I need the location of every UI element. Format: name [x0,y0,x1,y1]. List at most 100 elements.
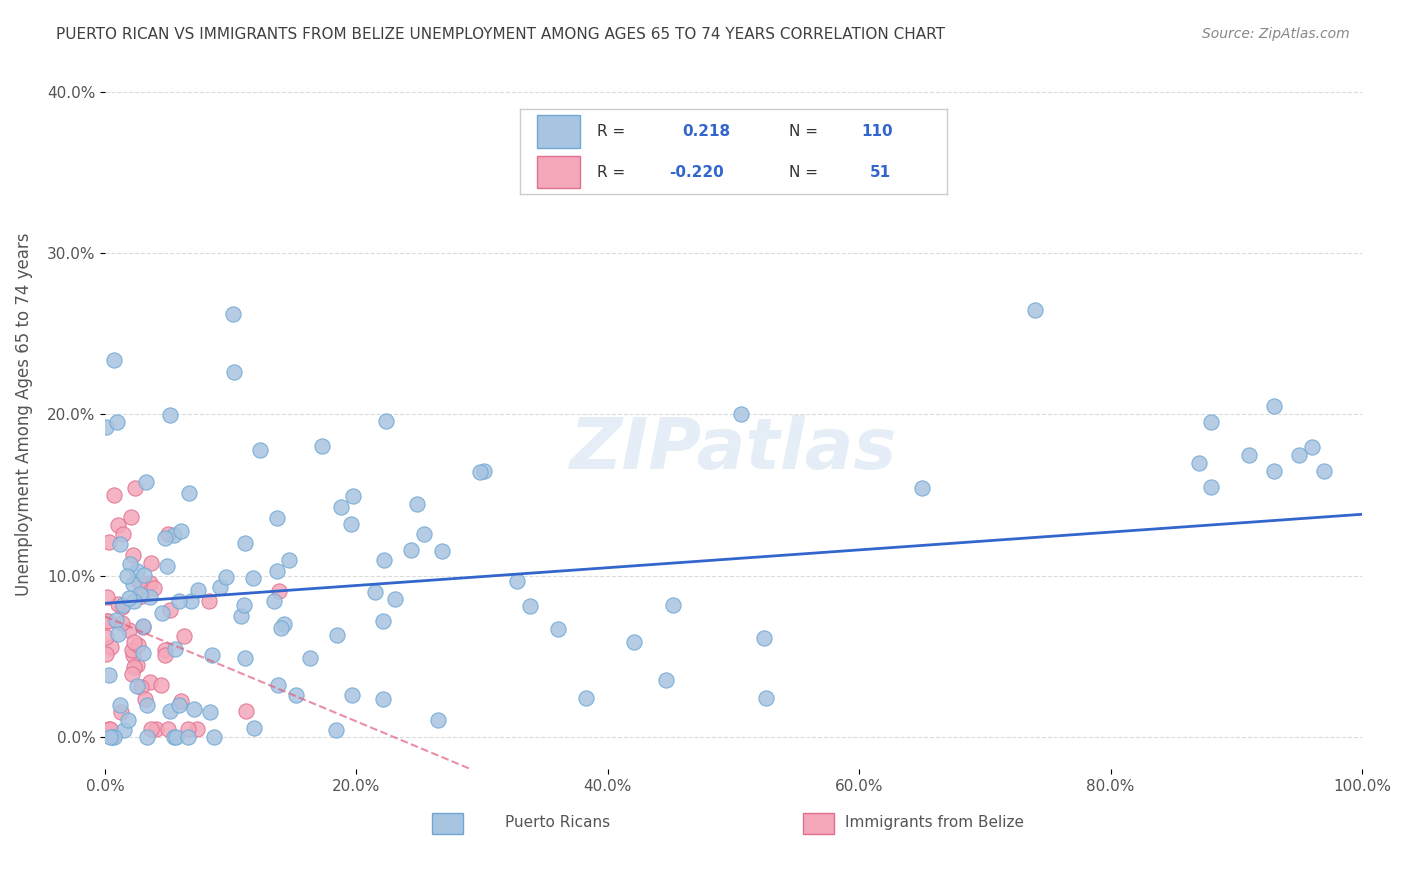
Point [108,536,131,550]
Point [159,603,181,617]
Point [132,646,155,660]
Point [198,593,221,607]
Bar [432,814,464,835]
Point [134,691,156,706]
Point [100,730,122,744]
Point [399,543,422,558]
Point [139,575,162,590]
Point [266,511,288,525]
Point [127,564,149,578]
Point [97,614,120,628]
Point [98,668,121,682]
Point [911,481,934,495]
Point [325,723,347,738]
Point [200,705,222,719]
Point [412,527,434,541]
Point [122,593,145,607]
Point [153,531,176,545]
Point [107,627,129,641]
Point [135,698,157,712]
Point [233,536,256,550]
Point [505,574,527,589]
Y-axis label: Unemployment Among Ages 65 to 74 years: Unemployment Among Ages 65 to 74 years [15,233,32,596]
Point [177,485,200,500]
Point [122,635,145,649]
Point [1263,400,1285,414]
Point [155,643,177,657]
Point [375,414,398,428]
Point [107,597,129,611]
Point [150,607,173,621]
Point [121,667,143,681]
Point [235,651,257,665]
Point [129,587,152,601]
Point [145,722,167,736]
Point [107,415,129,429]
Point [121,648,143,663]
Point [139,590,162,604]
Point [139,674,162,689]
Point [111,598,134,612]
Point [472,464,495,478]
Point [121,643,143,657]
Point [1263,464,1285,478]
Point [108,698,131,713]
Point [98,730,121,744]
Point [547,622,569,636]
Point [159,408,181,422]
Point [267,678,290,692]
Point [384,591,406,606]
Point [107,518,129,533]
Point [204,730,226,744]
Point [208,581,231,595]
Point [249,442,271,457]
Point [201,648,224,662]
Point [623,635,645,649]
Point [1024,302,1046,317]
Point [285,688,308,702]
Point [129,680,152,694]
Point [96,614,118,628]
Point [1288,448,1310,462]
Point [519,599,541,614]
Point [118,623,141,637]
Point [111,600,134,615]
Point [110,705,132,719]
Point [222,307,245,321]
Text: Source: ZipAtlas.com: Source: ZipAtlas.com [1202,27,1350,41]
Point [177,730,200,744]
Point [105,613,128,627]
Point [405,497,427,511]
Text: ZIPatlas: ZIPatlas [569,416,897,484]
Point [125,657,148,672]
Point [468,465,491,479]
Point [755,690,778,705]
Point [373,692,395,706]
Point [329,500,352,515]
Point [270,621,292,635]
Point [311,439,333,453]
Point [169,594,191,608]
Point [342,489,364,503]
Bar [803,814,834,835]
Point [139,722,162,736]
Point [156,558,179,573]
Point [118,591,141,606]
Text: Immigrants from Belize: Immigrants from Belize [845,815,1024,830]
Point [187,583,209,598]
Point [1313,464,1336,478]
Point [340,688,363,702]
Point [267,583,290,598]
Point [122,577,145,591]
Point [103,730,125,744]
Point [186,722,208,736]
Point [132,619,155,633]
Point [131,589,153,603]
Point [1187,456,1209,470]
Point [183,701,205,715]
Point [177,722,200,736]
Point [1199,416,1222,430]
Point [326,628,349,642]
Point [122,548,145,562]
Point [298,651,321,665]
